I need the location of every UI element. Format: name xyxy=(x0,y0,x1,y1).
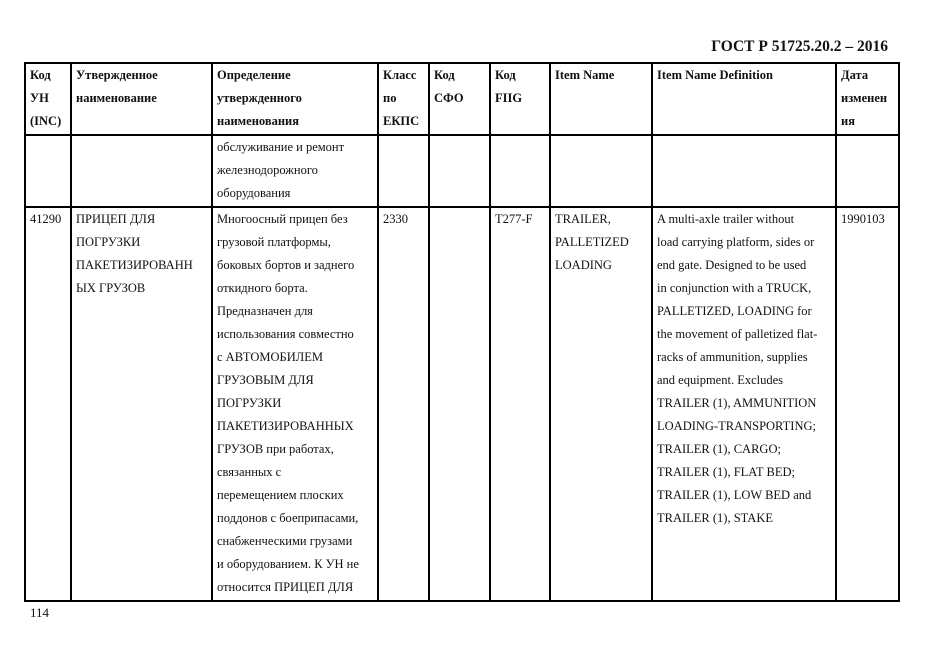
header-item-name-definition: Item Name Definition xyxy=(651,62,837,136)
cell-text-line: наименование xyxy=(76,91,157,105)
cell-text-line: ПОГРУЗКИ xyxy=(76,235,141,249)
header-fiig-code: Код FIIG xyxy=(489,62,551,136)
cell-item-name xyxy=(549,134,653,208)
page-number: 114 xyxy=(30,605,50,620)
cell-text-line: load carrying platform, sides or xyxy=(657,235,815,249)
cell-text-line: ПАКЕТИЗИРОВАННЫХ xyxy=(217,419,354,433)
header-change-date: Дата изменен ия xyxy=(835,62,900,136)
cell-text-line: racks of ammunition, supplies xyxy=(657,350,808,364)
cell-approved-name-definition: обслуживание и ремонт железнодорожного обо… xyxy=(211,134,379,208)
header-inc-code: Код УН (INC) xyxy=(24,62,72,136)
cell-sfo-code xyxy=(428,134,491,208)
cell-text-line: ЫХ ГРУЗОВ xyxy=(76,281,146,295)
cell-text-line: связанных с xyxy=(217,465,282,479)
cell-fiig-code: T277-F xyxy=(489,206,551,602)
cell-text-line: Код xyxy=(30,68,51,82)
cell-ekps-class xyxy=(377,134,430,208)
cell-inc-code xyxy=(24,134,72,208)
cell-text-line: in conjunction with a TRUCK, xyxy=(657,281,812,295)
cell-text-line: Многоосный прицеп без xyxy=(217,212,348,226)
cell-text-line: Определение xyxy=(217,68,291,82)
cell-text-line: 2330 xyxy=(383,212,408,226)
cell-text-line: СФО xyxy=(434,91,464,105)
catalog-table: Код УН (INC) Утвержденное наименование Опреде… xyxy=(24,62,900,602)
cell-approved-name: ПРИЦЕП ДЛЯ ПОГРУЗКИ ПАКЕТИЗИРОВАНН ЫХ ГРУЗО… xyxy=(70,206,213,602)
cell-text-line: изменен xyxy=(841,91,888,105)
cell-text-line: LOADING-TRANSPORTING; xyxy=(657,419,816,433)
cell-text-line: наименования xyxy=(217,114,300,128)
cell-text-line: (INC) xyxy=(30,114,62,128)
cell-text-line: использования совместно xyxy=(217,327,354,341)
cell-sfo-code xyxy=(428,206,491,602)
cell-change-date xyxy=(835,134,900,208)
cell-text-line: относится ПРИЦЕП ДЛЯ xyxy=(217,580,354,594)
cell-text-line: Код xyxy=(434,68,455,82)
cell-text-line: end gate. Designed to be used xyxy=(657,258,807,272)
cell-item-name: TRAILER, PALLETIZED LOADING xyxy=(549,206,653,602)
document-code: ГОСТ Р 51725.20.2 – 2016 xyxy=(711,38,888,55)
header-ekps-class: Класс по ЕКПС xyxy=(377,62,430,136)
cell-text-line: TRAILER, xyxy=(555,212,611,226)
cell-text-line: утвержденного xyxy=(217,91,302,105)
cell-text-line: откидного борта. xyxy=(217,281,308,295)
header-sfo-code: Код СФО xyxy=(428,62,491,136)
cell-text-line: A multi-axle trailer without xyxy=(657,212,795,226)
cell-text-line: T277-F xyxy=(495,212,533,226)
cell-text-line: ЕКПС xyxy=(383,114,420,128)
cell-text-line: ПРИЦЕП ДЛЯ xyxy=(76,212,156,226)
cell-text-line: Класс xyxy=(383,68,417,82)
cell-text-line: 41290 xyxy=(30,212,62,226)
cell-approved-name xyxy=(70,134,213,208)
cell-text-line: Код xyxy=(495,68,516,82)
header-approved-name-definition: Определение утвержденного наименования xyxy=(211,62,379,136)
table-row: 41290 ПРИЦЕП ДЛЯ ПОГРУЗКИ ПАКЕТИЗИРОВАНН ЫХ … xyxy=(24,206,900,602)
cell-text-line: ия xyxy=(841,114,855,128)
cell-text-line: снабженческими грузами xyxy=(217,534,353,548)
cell-text-line: TRAILER (1), AMMUNITION xyxy=(657,396,817,410)
cell-item-name-definition: A multi-axle trailer without load carryin… xyxy=(651,206,837,602)
cell-text-line: TRAILER (1), CARGO; xyxy=(657,442,781,456)
cell-text-line: Дата xyxy=(841,68,869,82)
cell-item-name-definition xyxy=(651,134,837,208)
cell-text-line: ГРУЗОВЫМ ДЛЯ xyxy=(217,373,314,387)
cell-text-line: PALLETIZED, LOADING for xyxy=(657,304,812,318)
cell-text-line: по xyxy=(383,91,397,105)
cell-text-line: перемещением плоских xyxy=(217,488,344,502)
cell-text-line: the movement of palletized flat- xyxy=(657,327,818,341)
cell-text-line: and equipment. Excludes xyxy=(657,373,784,387)
header-row: Код УН (INC) Утвержденное наименование Опреде… xyxy=(24,62,900,136)
cell-text-line: FIIG xyxy=(495,91,523,105)
cell-text-line: с АВТОМОБИЛЕМ xyxy=(217,350,323,364)
cell-text-line: TRAILER (1), STAKE xyxy=(657,511,773,525)
table-row: обслуживание и ремонт железнодорожного обо… xyxy=(24,134,900,208)
cell-text-line: PALLETIZED xyxy=(555,235,629,249)
cell-approved-name-definition: Многоосный прицеп без грузовой платформы,… xyxy=(211,206,379,602)
cell-text-line: железнодорожного xyxy=(217,163,318,177)
cell-text-line: Утвержденное xyxy=(76,68,158,82)
cell-text-line: ПОГРУЗКИ xyxy=(217,396,282,410)
cell-text-line: оборудования xyxy=(217,186,291,200)
cell-text-line: обслуживание и ремонт xyxy=(217,140,345,154)
cell-text-line: Предназначен для xyxy=(217,304,313,318)
cell-text-line: Item Name xyxy=(555,68,615,82)
cell-text-line: поддонов с боеприпасами, xyxy=(217,511,359,525)
cell-text-line: TRAILER (1), LOW BED and xyxy=(657,488,812,502)
cell-text-line: 1990103 xyxy=(841,212,885,226)
cell-text-line: ГРУЗОВ при работах, xyxy=(217,442,334,456)
cell-text-line: ПАКЕТИЗИРОВАНН xyxy=(76,258,193,272)
cell-text-line: Item Name Definition xyxy=(657,68,773,82)
cell-text-line: и оборудованием. К УН не xyxy=(217,557,359,571)
cell-text-line: TRAILER (1), FLAT BED; xyxy=(657,465,795,479)
cell-text-line: LOADING xyxy=(555,258,612,272)
header-item-name: Item Name xyxy=(549,62,653,136)
cell-text-line: боковых бортов и заднего xyxy=(217,258,355,272)
cell-change-date: 1990103 xyxy=(835,206,900,602)
header-approved-name: Утвержденное наименование xyxy=(70,62,213,136)
cell-ekps-class: 2330 xyxy=(377,206,430,602)
cell-text-line: УН xyxy=(30,91,49,105)
cell-inc-code: 41290 xyxy=(24,206,72,602)
cell-fiig-code xyxy=(489,134,551,208)
cell-text-line: грузовой платформы, xyxy=(217,235,331,249)
